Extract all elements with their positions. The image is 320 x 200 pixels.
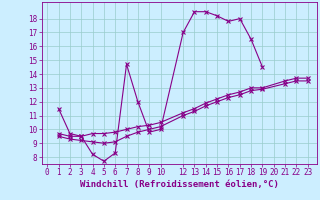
X-axis label: Windchill (Refroidissement éolien,°C): Windchill (Refroidissement éolien,°C)	[80, 180, 279, 189]
